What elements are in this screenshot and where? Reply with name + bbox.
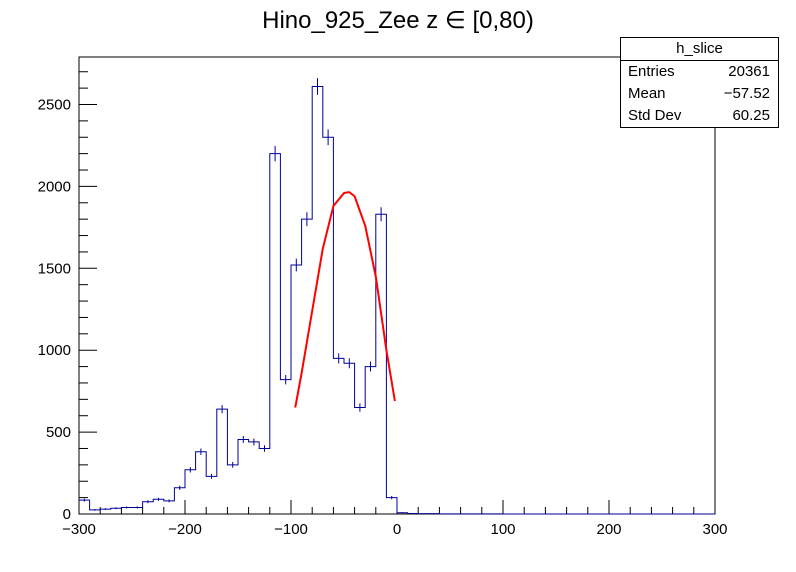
- chart-title: Hino_925_Zee z ∈ [0,80): [262, 7, 534, 34]
- stats-row-entries: Entries 20361: [621, 61, 778, 83]
- x-tick-label: 300: [702, 521, 727, 538]
- stats-mean-label: Mean: [628, 85, 666, 102]
- stats-mean-value: −57.52: [723, 85, 770, 102]
- stats-stddev-label: Std Dev: [628, 107, 682, 124]
- y-tick-label: 2000: [38, 178, 71, 195]
- stats-row-stddev: Std Dev 60.25: [621, 105, 778, 127]
- histogram-outline: [79, 85, 715, 515]
- x-tick-label: −100: [274, 521, 308, 538]
- stats-entries-value: 20361: [728, 63, 770, 80]
- y-tick-label: 500: [46, 424, 71, 441]
- x-tick-label: −300: [62, 521, 96, 538]
- stats-row-mean: Mean −57.52: [621, 83, 778, 105]
- y-tick-label: 0: [63, 506, 71, 523]
- y-tick-label: 2500: [38, 97, 71, 114]
- x-tick-label: 200: [596, 521, 621, 538]
- y-tick-label: 1500: [38, 260, 71, 277]
- stats-box: h_slice Entries 20361 Mean −57.52 Std De…: [620, 37, 779, 128]
- x-tick-label: 100: [490, 521, 515, 538]
- y-tick-label: 1000: [38, 342, 71, 359]
- x-tick-label: 0: [393, 521, 401, 538]
- stats-entries-label: Entries: [628, 63, 675, 80]
- fit-curve: [294, 191, 396, 408]
- x-tick-label: −200: [168, 521, 202, 538]
- stats-stddev-value: 60.25: [732, 107, 770, 124]
- stats-box-title: h_slice: [621, 38, 778, 61]
